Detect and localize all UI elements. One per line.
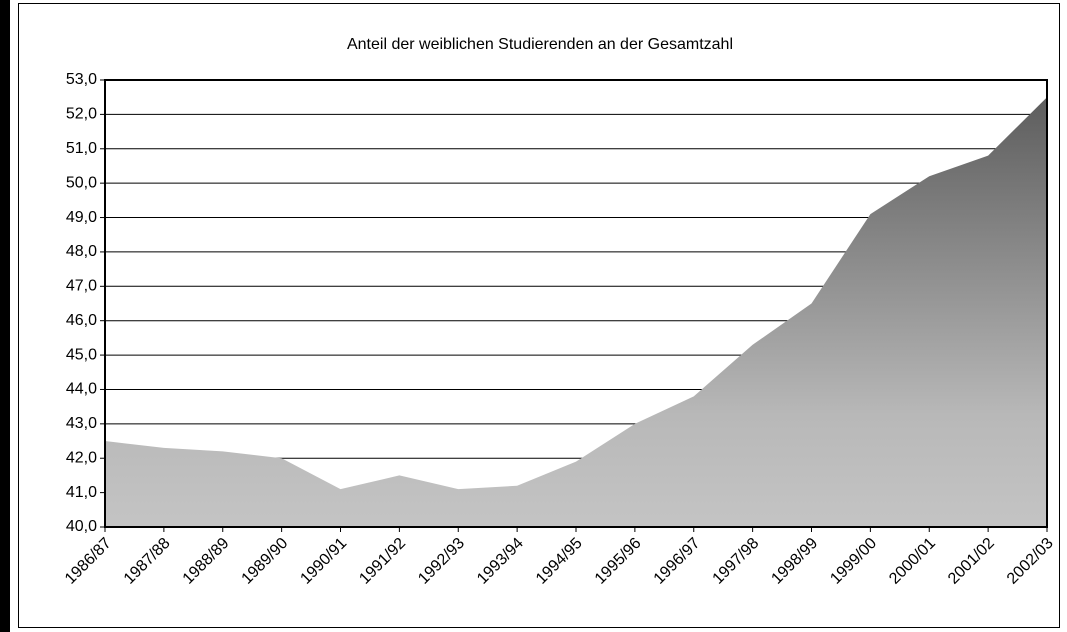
y-tick-label: 43,0	[66, 415, 97, 432]
area	[105, 97, 1047, 527]
y-tick-label: 46,0	[66, 312, 97, 329]
y-tick-label: 41,0	[66, 484, 97, 501]
y-tick-label: 52,0	[66, 106, 97, 123]
y-tick-label: 40,0	[66, 518, 97, 535]
side-strip	[0, 0, 10, 632]
y-tick-label: 48,0	[66, 243, 97, 260]
y-tick-label: 47,0	[66, 278, 97, 295]
y-tick-label: 42,0	[66, 449, 97, 466]
chart-title: Anteil der weiblichen Studierenden an de…	[347, 36, 733, 53]
y-tick-label: 53,0	[66, 71, 97, 88]
y-tick-label: 49,0	[66, 209, 97, 226]
y-tick-label: 50,0	[66, 174, 97, 191]
y-tick-label: 51,0	[66, 140, 97, 157]
y-tick-label: 44,0	[66, 381, 97, 398]
y-tick-label: 45,0	[66, 346, 97, 363]
